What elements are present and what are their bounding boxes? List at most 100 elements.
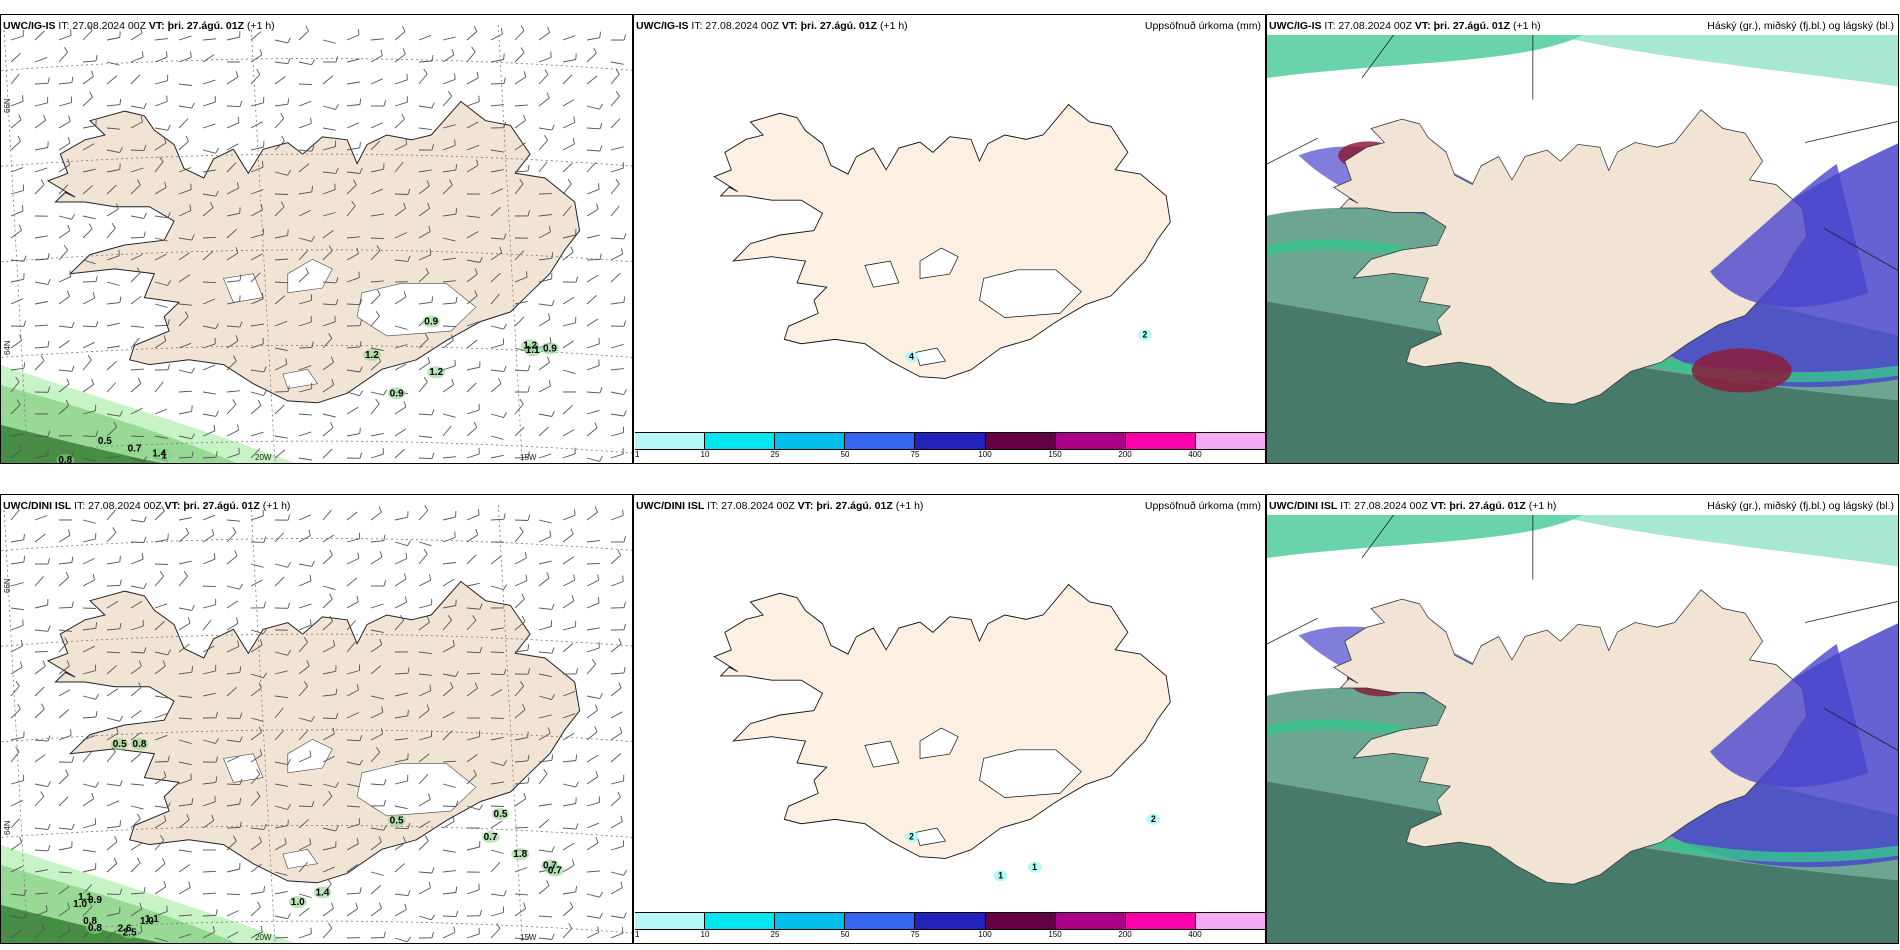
glacier bbox=[356, 283, 477, 337]
accum-cell bbox=[1146, 813, 1161, 825]
lon-label: 20W bbox=[255, 933, 272, 942]
colorbar-swatch bbox=[705, 433, 776, 449]
precip-value-label: 1.1 bbox=[78, 892, 92, 903]
vt-value: þri. 27.ágú. 01Z bbox=[1433, 20, 1513, 32]
vt-value: þri. 27.ágú. 01Z bbox=[800, 20, 880, 32]
high-cloud bbox=[1691, 348, 1792, 393]
colorbar-swatch bbox=[1055, 913, 1126, 929]
precip-wind-panel: UWC/IG-IS IT: 27.08.2024 00Z VT: þri. 27… bbox=[0, 14, 633, 464]
graticule bbox=[1, 505, 632, 943]
boundary-lines bbox=[1267, 515, 1898, 751]
precip-value-label: 0.8 bbox=[58, 455, 72, 464]
colorbar-tick: 75 bbox=[910, 930, 920, 939]
glacier bbox=[864, 260, 900, 288]
colorbar-swatch bbox=[1195, 913, 1265, 929]
glacier bbox=[979, 749, 1082, 799]
it-label: IT: bbox=[688, 20, 706, 32]
colorbar-swatch bbox=[915, 913, 986, 929]
precip-cell bbox=[481, 830, 500, 843]
accum-value-label: 4 bbox=[909, 351, 914, 361]
colorbar-swatch bbox=[635, 433, 706, 449]
precip-value-label: 0.8 bbox=[133, 739, 147, 750]
precip-value-label: 1.1 bbox=[145, 914, 159, 925]
lead-time: (+1 h) bbox=[1512, 20, 1541, 32]
precip-value-label: 0.5 bbox=[494, 809, 508, 820]
colorbar-tick: 200 bbox=[1118, 450, 1132, 459]
precip-value-label: 1 bbox=[161, 450, 167, 461]
precip-cell bbox=[491, 807, 510, 820]
precip-cell bbox=[71, 897, 90, 910]
accum-value-label: 1 bbox=[998, 870, 1003, 880]
precip-cell bbox=[155, 449, 174, 462]
vt-value: þri. 27.ágú. 01Z bbox=[167, 20, 247, 32]
precip-value-label: 0.5 bbox=[390, 816, 404, 827]
panel-header: UWC/DINI ISL IT: 27.08.2024 00Z VT: þri.… bbox=[636, 500, 923, 512]
cloud-title: Háský (gr.), miðský (fj.bl.) og lágský (… bbox=[1707, 20, 1894, 32]
colorbar-swatch bbox=[985, 913, 1056, 929]
colorbar-tick: 10 bbox=[700, 930, 710, 939]
glacier bbox=[223, 273, 264, 303]
it-value: 27.08.2024 00Z bbox=[1354, 500, 1431, 512]
accum-title: Uppsöfnuð úrkoma (mm) bbox=[1144, 20, 1261, 32]
iceland-land bbox=[46, 580, 581, 884]
it-label: IT: bbox=[71, 500, 89, 512]
precip-value-label: 1.1 bbox=[526, 345, 540, 356]
panel-header: UWC/DINI ISL IT: 27.08.2024 00Z VT: þri.… bbox=[1269, 500, 1556, 512]
colorbar-tick: 50 bbox=[840, 930, 850, 939]
precip-value-label: 0.8 bbox=[88, 923, 102, 934]
precip-value-label: 0.7 bbox=[484, 832, 498, 843]
precip-value-label: 0.7 bbox=[548, 865, 562, 876]
cloud-title: Háský (gr.), miðský (fj.bl.) og lágský (… bbox=[1707, 500, 1894, 512]
lon-label: 15W bbox=[520, 453, 537, 462]
model-name: UWC/DINI ISL bbox=[1269, 500, 1338, 512]
it-label: IT: bbox=[55, 20, 73, 32]
vt-value: þri. 27.ágú. 01Z bbox=[1449, 500, 1529, 512]
precip-value-label: 1.2 bbox=[523, 340, 537, 351]
glacier bbox=[979, 269, 1082, 319]
lead-time: (+1 h) bbox=[895, 500, 924, 512]
precip-value-label: 0.7 bbox=[543, 861, 557, 872]
accum-colorbar bbox=[635, 912, 1265, 930]
precip-cell bbox=[142, 913, 161, 926]
precip-value-label: 0.7 bbox=[128, 444, 142, 455]
colorbar-tick: 150 bbox=[1048, 930, 1062, 939]
colorbar-tick: 1 bbox=[635, 930, 640, 939]
colorbar-tick: 1 bbox=[635, 450, 640, 459]
precip-wind-panel: UWC/DINI ISL IT: 27.08.2024 00Z VT: þri.… bbox=[0, 494, 633, 944]
colorbar-swatch bbox=[985, 433, 1056, 449]
vt-value: þri. 27.ágú. 01Z bbox=[816, 500, 896, 512]
accum-cell bbox=[1138, 329, 1152, 341]
precip-cell bbox=[125, 442, 144, 455]
precip-value-label: 1.2 bbox=[429, 367, 443, 378]
precip-cell bbox=[120, 926, 139, 939]
cloud-map bbox=[1267, 515, 1898, 943]
precip-value-label: 0.9 bbox=[88, 895, 102, 906]
panel-header: UWC/IG-IS IT: 27.08.2024 00Z VT: þri. 27… bbox=[1269, 20, 1541, 32]
precip-value-label: 2.6 bbox=[118, 924, 132, 935]
accum-cell bbox=[1027, 861, 1042, 873]
glacier bbox=[919, 727, 959, 759]
vt-label: VT: bbox=[1414, 20, 1434, 32]
precip-map: 0.5 0.81.11.0 0.90.80.8 2.62.51.01.11.01.40… bbox=[1, 505, 632, 943]
colorbar-tick: 25 bbox=[770, 450, 780, 459]
panel-header: UWC/IG-IS IT: 27.08.2024 00Z VT: þri. 27… bbox=[636, 20, 908, 32]
colorbar-swatch bbox=[1195, 433, 1265, 449]
precip-cell bbox=[387, 387, 406, 400]
precip-cell bbox=[523, 344, 542, 357]
precip-cell bbox=[545, 864, 564, 877]
vt-label: VT: bbox=[1430, 500, 1450, 512]
precip-value-label: 0.8 bbox=[83, 916, 97, 927]
accum-map: 2 2 1 1 bbox=[713, 583, 1171, 882]
iceland-land bbox=[713, 103, 1171, 379]
model-name: UWC/DINI ISL bbox=[636, 500, 705, 512]
glacier bbox=[282, 368, 319, 389]
colorbar-tick: 100 bbox=[978, 930, 992, 939]
lon-label: 20W bbox=[255, 453, 272, 462]
precip-value-label: 1.0 bbox=[140, 916, 154, 927]
precip-cell bbox=[288, 895, 307, 908]
vt-label: VT: bbox=[164, 500, 184, 512]
panel-header: UWC/DINI ISL IT: 27.08.2024 00Z VT: þri.… bbox=[3, 500, 290, 512]
glacier bbox=[356, 763, 477, 817]
precip-cell bbox=[362, 349, 381, 361]
precip-map: 0.50.7 1.410.81.20.91.20.91.21.1 0.9 bbox=[1, 25, 632, 464]
